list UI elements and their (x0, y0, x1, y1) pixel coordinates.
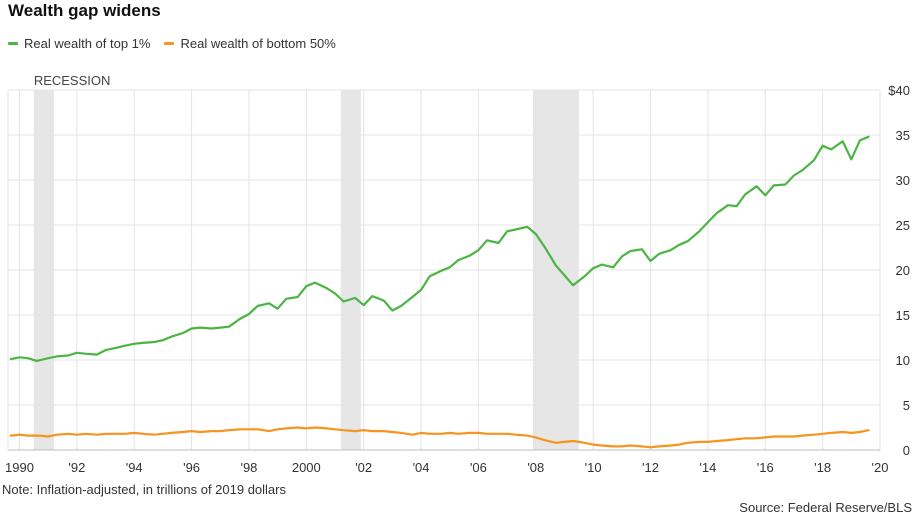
legend-swatch-top-1 (8, 42, 18, 45)
y-tick-label: 15 (896, 308, 910, 323)
chart-source: Source: Federal Reserve/BLS (739, 500, 912, 515)
chart-title: Wealth gap widens (8, 1, 161, 20)
x-tick-label: '18 (814, 460, 831, 475)
legend-label-bottom-50: Real wealth of bottom 50% (180, 36, 336, 51)
recession-label: RECESSION (34, 73, 111, 88)
y-tick-label: 25 (896, 218, 910, 233)
x-tick-label: '12 (642, 460, 659, 475)
x-tick-label: '10 (585, 460, 602, 475)
x-tick-label: 2000 (292, 460, 321, 475)
x-tick-label: '94 (126, 460, 143, 475)
x-tick-label: '16 (757, 460, 774, 475)
y-tick-label: 10 (896, 353, 910, 368)
legend-item-top-1: Real wealth of top 1% (8, 36, 150, 51)
y-tick-label: $40 (888, 83, 910, 98)
x-tick-label: '04 (413, 460, 430, 475)
series-line-top-1 (9, 135, 870, 362)
series-line-bottom-50 (9, 426, 870, 449)
y-tick-label: 0 (903, 443, 910, 458)
legend-label-top-1: Real wealth of top 1% (24, 36, 151, 51)
x-tick-label: 1990 (5, 460, 34, 475)
x-tick-label: '02 (355, 460, 372, 475)
x-tick-label: '14 (699, 460, 716, 475)
y-tick-label: 35 (896, 128, 910, 143)
x-tick-label: '96 (183, 460, 200, 475)
y-tick-label: 30 (896, 173, 910, 188)
y-tick-label: 20 (896, 263, 910, 278)
x-tick-label: '08 (527, 460, 544, 475)
x-tick-label: '98 (240, 460, 257, 475)
legend-swatch-bottom-50 (164, 42, 175, 45)
x-tick-label: '20 (872, 460, 889, 475)
chart-legend: Real wealth of top 1% Real wealth of bot… (8, 36, 336, 51)
chart-note: Note: Inflation-adjusted, in trillions o… (2, 482, 286, 497)
x-tick-label: '92 (68, 460, 85, 475)
legend-item-bottom-50: Real wealth of bottom 50% (164, 36, 336, 51)
y-tick-label: 5 (903, 398, 910, 413)
x-tick-label: '06 (470, 460, 487, 475)
